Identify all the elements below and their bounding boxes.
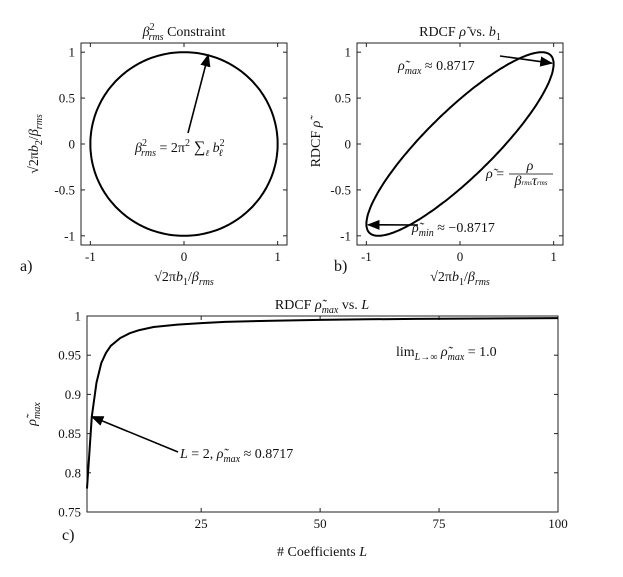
panel-a-ytick-label: 1 bbox=[69, 45, 76, 60]
panel-a-title: β2 rms Constraint bbox=[142, 22, 226, 43]
panel-a-xtick-label: -1 bbox=[85, 249, 96, 264]
panel-a-tag: a) bbox=[20, 258, 32, 275]
panel-b-formula-numerator: ρ bbox=[526, 159, 534, 174]
panel-b-ytick-label: -1 bbox=[340, 228, 351, 243]
panel-b-annotation-max: ρ̃max ≈ 0.8717 bbox=[397, 59, 475, 77]
panel-c-axes-box bbox=[86, 315, 559, 513]
panel-a-circle-series bbox=[89, 51, 279, 237]
panel-b-title: RDCF ρ̃ vs. b1 bbox=[419, 25, 501, 43]
panel-b-ellipse-series bbox=[365, 51, 555, 237]
panel-a-ytick-label: 0 bbox=[69, 137, 76, 152]
panel-c-annotation-arrow bbox=[90, 415, 179, 453]
panel-c-ylabel: ρ̃max bbox=[25, 402, 43, 427]
panel-b-formula-denominator: βrmsτrms bbox=[513, 174, 547, 189]
panel-b-ytick-label: 0.5 bbox=[335, 91, 351, 106]
panel-c: RDCF ρ̃max vs. L 25 50 75 100 0.75 0.8 0.85 0.9… bbox=[25, 298, 568, 560]
panel-c-ytick-label: 0.95 bbox=[58, 348, 81, 363]
panel-c-xlabel: # Coefficients L bbox=[277, 545, 367, 560]
panel-c-xtick-label: 75 bbox=[433, 516, 446, 531]
panel-a-ylabel: √2πb2/βrms bbox=[27, 114, 45, 174]
panel-a-ytick-label: -1 bbox=[64, 228, 75, 243]
panel-b-ytick-label: -0.5 bbox=[330, 182, 351, 197]
panel-b-arrow-max bbox=[499, 55, 554, 67]
panel-b-ylabel: RDCF ρ̃ bbox=[309, 115, 324, 168]
panel-a-annotation-arrow bbox=[187, 53, 211, 134]
panel-b-annotation-min: ρ̃min ≈ −0.8717 bbox=[411, 221, 495, 239]
panel-b-tag: b) bbox=[334, 258, 347, 275]
panel-a-xlabel: √2πb1/βrms bbox=[154, 270, 214, 288]
panel-b-annotation-formula: ρ̃ = bbox=[485, 167, 504, 182]
panel-a-ytick-label: 0.5 bbox=[59, 91, 75, 106]
panel-a-ytick-label: -0.5 bbox=[54, 182, 75, 197]
panel-c-title: RDCF ρ̃max vs. L bbox=[275, 298, 369, 316]
panel-c-xtick-label: 25 bbox=[195, 516, 208, 531]
panel-c-ytick-label: 0.75 bbox=[58, 505, 81, 520]
panel-b-xtick-label: 1 bbox=[550, 249, 557, 264]
panel-b-ytick-label: 1 bbox=[345, 45, 352, 60]
panel-c-series-line bbox=[86, 317, 559, 489]
panel-b-ytick-label: 0 bbox=[345, 137, 352, 152]
panel-c-annotation-limit: limL→∞ ρ̃max = 1.0 bbox=[396, 345, 497, 363]
panel-a-xtick-label: 1 bbox=[274, 249, 281, 264]
panel-b-xtick-label: 0 bbox=[457, 249, 464, 264]
panel-a-annotation: β2 rms = 2π2 ∑ℓ b2 ℓ bbox=[134, 138, 225, 159]
panel-a: β2 rms Constraint -1 0 1 -1 -0.5 0 0.5 1 β2 rms =… bbox=[20, 22, 288, 288]
panel-c-annotation-l2: L = 2, ρ̃max ≈ 0.8717 bbox=[179, 447, 293, 465]
panel-c-xtick-label: 100 bbox=[548, 516, 568, 531]
panel-a-xtick-label: 0 bbox=[181, 249, 188, 264]
panel-c-ytick-label: 0.85 bbox=[58, 426, 81, 441]
panel-c-ytick-label: 1 bbox=[75, 309, 82, 324]
panel-b-xlabel: √2πb1/βrms bbox=[430, 270, 490, 288]
panel-b: RDCF ρ̃ vs. b1 -1 0 1 -1 -0.5 0 0.5 1 ρ̃max ≈ 0… bbox=[309, 25, 564, 288]
panel-c-ytick-label: 0.9 bbox=[65, 387, 81, 402]
panel-c-xtick-label: 50 bbox=[314, 516, 327, 531]
panel-c-ytick-label: 0.8 bbox=[65, 465, 81, 480]
panel-b-xtick-label: -1 bbox=[361, 249, 372, 264]
panel-c-tag: c) bbox=[62, 527, 74, 544]
